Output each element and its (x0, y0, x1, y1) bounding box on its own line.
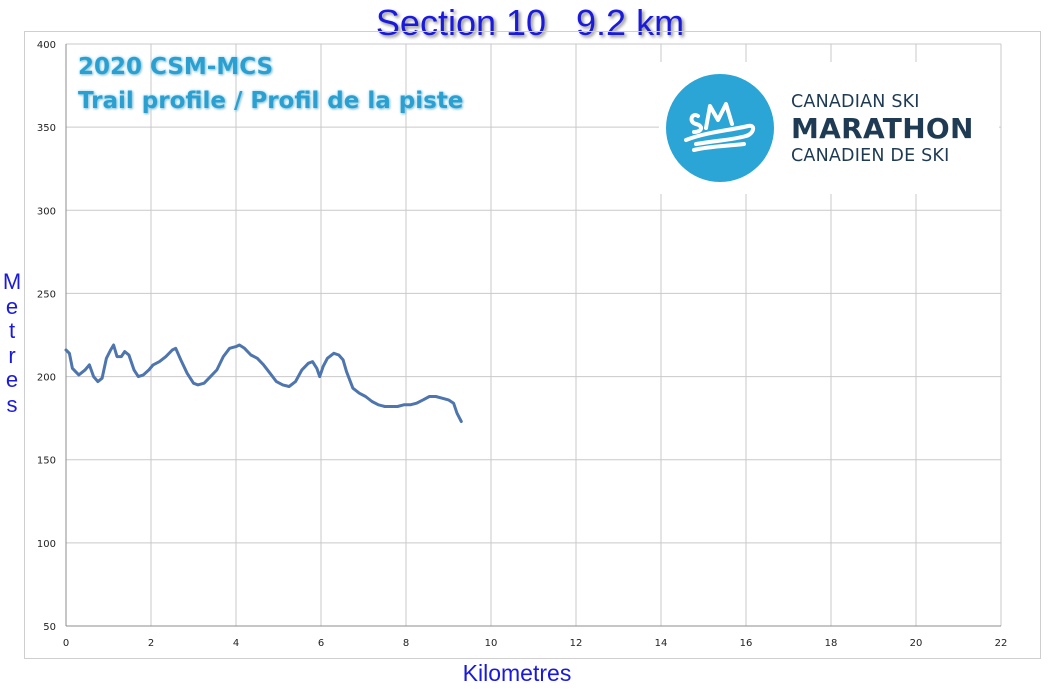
y-tick-label: 250 (37, 289, 56, 300)
x-tick-label: 12 (570, 638, 583, 649)
x-tick-label: 16 (740, 638, 753, 649)
elevation-profile-line (64, 343, 463, 423)
x-tick-label: 2 (148, 638, 154, 649)
y-tick-label: 350 (37, 123, 56, 134)
x-tick-label: 14 (655, 638, 668, 649)
x-axis-label: Kilometres (462, 660, 572, 686)
x-tick-label: 10 (485, 638, 498, 649)
y-axis-label-letter: t (8, 318, 16, 343)
logo-line-2: MARATHON (791, 112, 974, 145)
x-tick-label: 4 (233, 638, 239, 649)
y-tick-label: 50 (43, 622, 56, 633)
tick-labels: 50 100 150 200 250 300 350 400 0 2 4 6 8 10 12 14 16 18 20… (37, 40, 1007, 649)
logo-line-1: CANADIAN SKI (791, 92, 920, 112)
chart-title: Section 10 9.2 km (375, 2, 685, 43)
x-tick-label: 20 (910, 638, 923, 649)
x-tick-label: 6 (318, 638, 324, 649)
y-tick-label: 150 (37, 456, 56, 467)
x-tick-label: 8 (403, 638, 409, 649)
y-axis-label-letter: e (5, 367, 19, 392)
series-layer (64, 343, 463, 423)
subtitle-line-1: 2020 CSM-MCS (78, 54, 274, 80)
canadian-ski-marathon-logo: CANADIAN SKI MARATHON CANADIEN DE SKI (659, 62, 999, 194)
y-axis-label-letter: r (8, 342, 16, 368)
subtitle-line-2: Trail profile / Profil de la piste (78, 88, 464, 114)
plot-frame (24, 31, 1041, 659)
y-tick-label: 200 (37, 373, 56, 384)
chart-subtitle: 2020 CSM-MCS Trail profile / Profil de l… (78, 50, 463, 118)
x-tick-label: 18 (825, 638, 838, 649)
y-axis-label-letter: s (6, 391, 18, 417)
y-tick-label: 400 (37, 40, 56, 51)
y-tick-label: 300 (37, 206, 56, 217)
y-axis-label-letter: M (2, 269, 22, 294)
y-tick-label: 100 (37, 539, 56, 550)
logo-line-3: CANADIEN DE SKI (791, 146, 950, 166)
logo-circle (666, 74, 774, 182)
logo-text: CANADIAN SKI MARATHON CANADIEN DE SKI (791, 91, 974, 167)
x-tick-label: 22 (995, 638, 1008, 649)
y-axis-label-letter: e (5, 293, 19, 319)
x-tick-label: 0 (63, 638, 69, 649)
ski-trail-icon (684, 102, 755, 152)
